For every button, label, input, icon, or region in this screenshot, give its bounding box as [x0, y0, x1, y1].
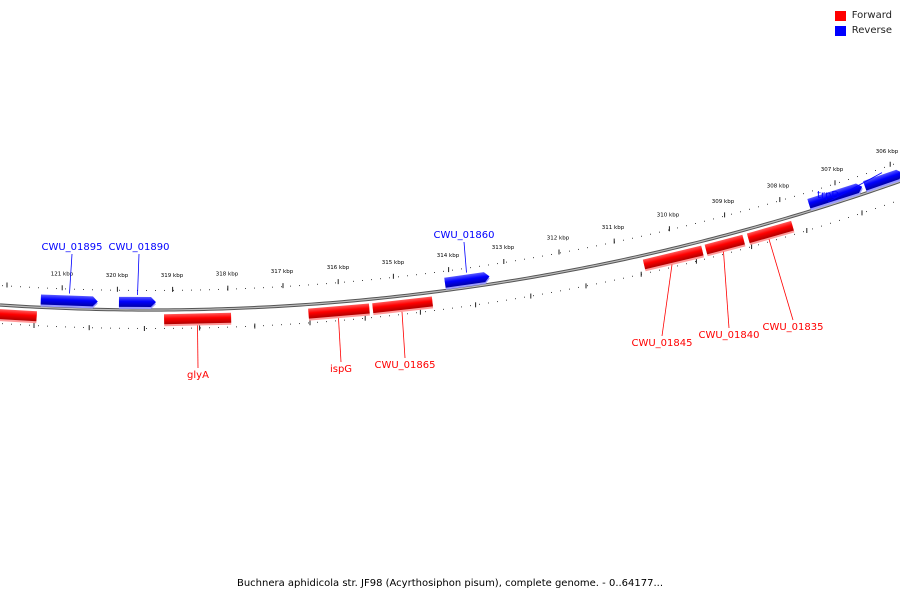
tick-label: 319 kbp — [161, 273, 184, 279]
tick-label: 320 kbp — [106, 273, 129, 279]
legend-reverse: Reverse — [834, 23, 892, 38]
gene-CWU_01890[interactable] — [118, 296, 156, 310]
gene-CWU_01895[interactable] — [40, 294, 98, 309]
legend-reverse-label: Reverse — [851, 25, 892, 36]
gene-label: CWU_01890 — [108, 242, 169, 253]
gene-label: CWU_01895 — [41, 242, 102, 253]
gene-CWU_01835[interactable] — [746, 220, 795, 246]
gene-label: CWU_01860 — [433, 230, 494, 241]
gene-label: trpD — [817, 190, 839, 201]
tick-label: 310 kbp — [657, 213, 680, 219]
gene-CWU_01865[interactable] — [372, 296, 434, 316]
tick-label: 121 kbp — [51, 271, 74, 277]
tick-label: 314 kbp — [437, 253, 460, 259]
gene-label: CWU_01840 — [698, 330, 759, 341]
tick-label: 317 kbp — [271, 269, 294, 275]
gene-label: CWU_01865 — [374, 360, 435, 371]
gene-labels: CWU_01895 CWU_01890 glyA ispG CWU_01865 CWU_0… — [41, 172, 883, 381]
forward-swatch — [834, 10, 846, 21]
gene-label: CWU_01835 — [762, 322, 823, 333]
gene-CWU_01860[interactable] — [444, 271, 490, 290]
gene-segment-0[interactable] — [0, 308, 37, 324]
tick-label: 308 kbp — [767, 184, 790, 190]
tick-label: 316 kbp — [327, 265, 350, 271]
tick-label: 309 kbp — [712, 199, 735, 205]
tick-label: 306 kbp — [876, 149, 899, 155]
legend-forward: Forward — [834, 8, 892, 23]
tick-label: 307 kbp — [821, 167, 844, 173]
gene-trpD[interactable] — [863, 168, 900, 193]
gene-CWU_01845[interactable] — [642, 245, 704, 272]
gene-label: CWU_01845 — [631, 338, 692, 349]
tick-label: 315 kbp — [382, 260, 405, 266]
gene-label: glyA — [187, 370, 209, 381]
gene-glyA[interactable] — [164, 312, 232, 327]
genome-backbone — [0, 179, 900, 312]
tick-label: 318 kbp — [216, 272, 239, 278]
genome-caption: Buchnera aphidicola str. JF98 (Acyrthosi… — [236, 578, 664, 589]
tick-label: 311 kbp — [602, 225, 625, 231]
gene-ispG[interactable] — [308, 303, 370, 321]
tick-label: 313 kbp — [492, 245, 515, 251]
gene-label: ispG — [330, 364, 352, 375]
legend-forward-label: Forward — [851, 10, 892, 21]
legend: Forward Reverse — [834, 8, 892, 38]
scale-ticks: 121 kbp 320 kbp 319 kbp 318 kbp 317 kbp 316 k… — [2, 149, 899, 331]
gene-CWU_01840[interactable] — [704, 234, 746, 257]
tick-label: 312 kbp — [547, 236, 570, 242]
reverse-swatch — [834, 25, 846, 36]
